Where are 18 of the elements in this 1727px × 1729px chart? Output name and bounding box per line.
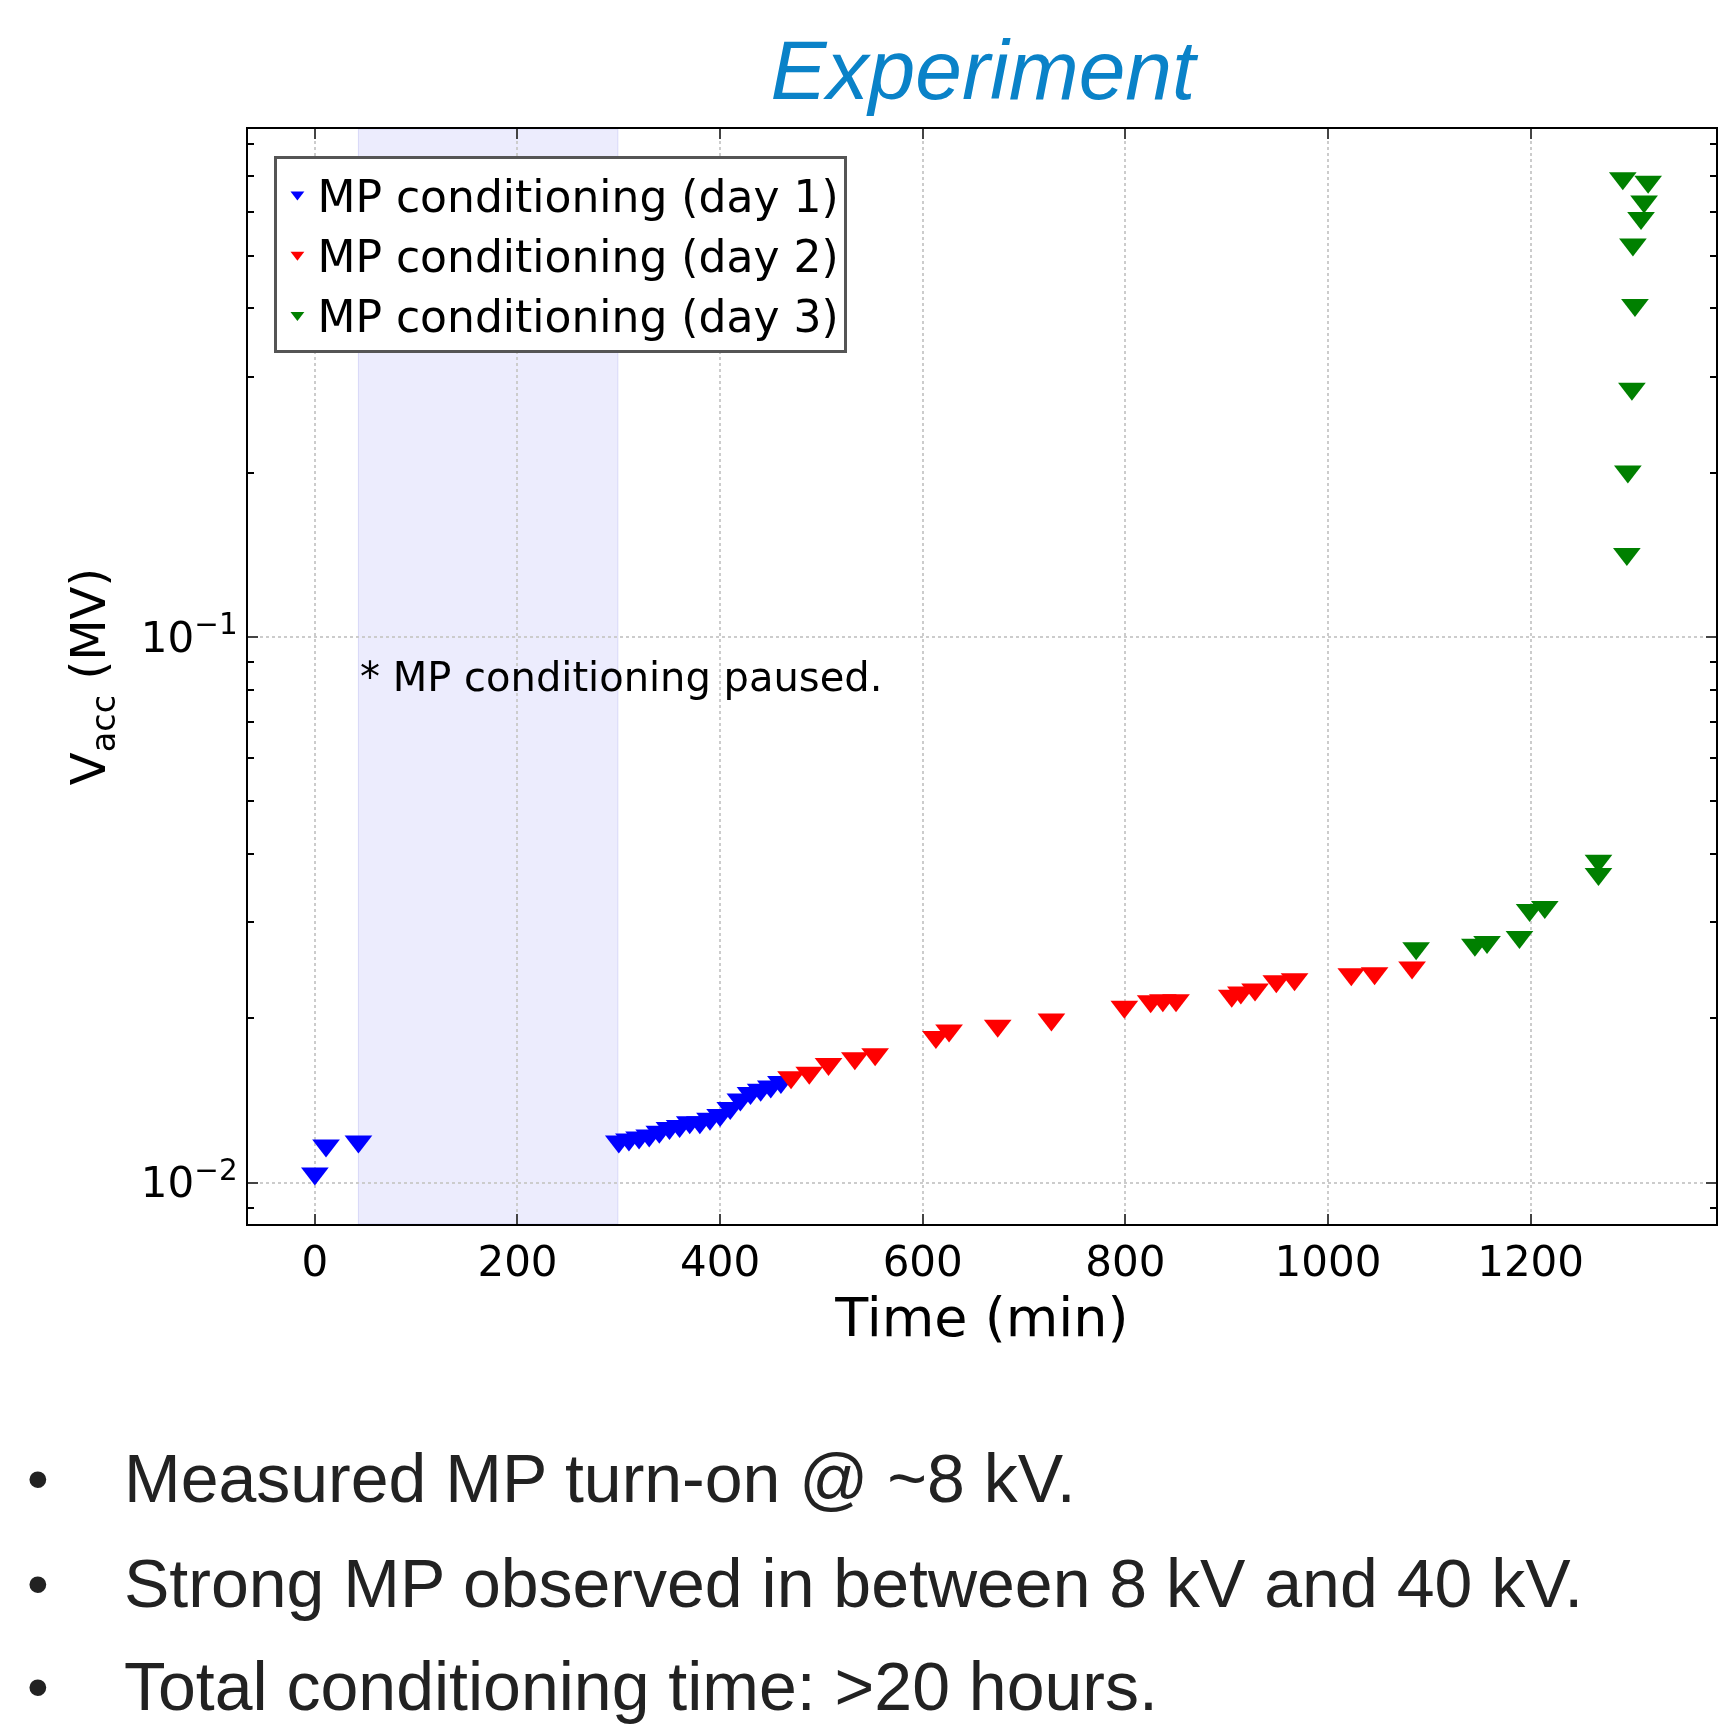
x-tick-label: 0 <box>301 1237 329 1287</box>
legend-label: MP conditioning (day 3) <box>317 291 839 343</box>
x-tick-label: 1200 <box>1477 1237 1585 1287</box>
legend-label: MP conditioning (day 2) <box>317 230 839 282</box>
legend-label: MP conditioning (day 1) <box>317 170 839 222</box>
x-tick-label: 600 <box>882 1237 963 1287</box>
x-axis-title: Time (min) <box>834 1286 1129 1350</box>
x-tick-label: 800 <box>1085 1237 1166 1287</box>
y-tick-label: 10$^{−1}$ <box>140 607 238 662</box>
x-tick-label: 1000 <box>1274 1237 1382 1287</box>
y-tick-label: 10$^{−2}$ <box>140 1152 238 1208</box>
text: • Measured MP turn-on @ ~8 kV. <box>27 1440 1076 1516</box>
text: • Strong MP observed in between 8 kV and 40 kV. <box>27 1545 1584 1621</box>
chart-title: Experiment <box>770 23 1200 118</box>
x-tick-label: 400 <box>680 1237 761 1287</box>
x-tick-label: 200 <box>477 1237 558 1287</box>
band-label: * MP conditioning paused. <box>360 654 883 700</box>
text: • Total conditioning time: >20 hours. <box>27 1648 1158 1724</box>
